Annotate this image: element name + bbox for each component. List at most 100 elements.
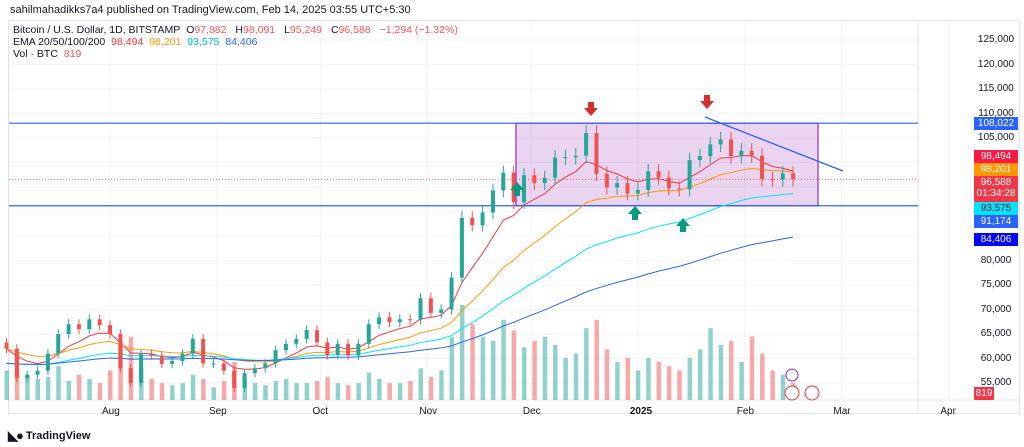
volume-bar [501,319,506,400]
volume-bar [335,383,341,400]
candle-body [697,156,702,161]
time-axis-label: 2025 [629,406,653,417]
candle-body [760,155,765,180]
volume-bar [356,383,361,400]
candle-body [480,212,485,226]
time-axis-label: Sep [208,406,227,417]
volume-bar [211,387,216,400]
volume-bar [604,349,610,400]
volume-label[interactable]: Vol · BTC [13,48,58,60]
candle-body [45,353,50,371]
ema200-price-tag: 84,406 [974,233,1018,246]
candle-body [553,157,558,178]
price-axis-label: 55,000 [980,377,1012,388]
tradingview-logo[interactable]: ◣● TradingView [8,428,90,444]
volume-bar [770,370,775,400]
candle-body [377,317,382,325]
volume-bar [201,378,206,400]
candle-body [791,173,796,180]
volume-bar [677,370,682,400]
volume-bar [170,385,175,400]
tv-logo-icon: ◣● [8,428,24,443]
range-rectangle [515,122,819,207]
candle-body [232,370,237,388]
ema-label[interactable]: EMA 20/50/100/200 [13,36,106,48]
volume-bar [97,383,103,400]
candle-body [76,324,81,330]
candle-body [325,342,330,356]
descending-trendline [704,116,844,172]
volume-bar [542,336,548,400]
up-arrow-icon [676,218,690,232]
close-label: C [330,24,339,36]
volume-bar [346,385,351,400]
volume-bar [35,378,41,400]
support-price-tag: 91,174 [974,215,1018,228]
candle-body [439,309,444,313]
volume-bar [76,374,82,400]
volume-bar [180,383,185,400]
candle-body [128,368,133,383]
candle-body [408,319,413,321]
candle-body [139,354,144,383]
volume-bar [377,378,382,400]
candle-body [397,319,402,323]
volume-bar [625,357,630,400]
volume-bar [594,319,599,400]
candle-body [708,144,713,157]
candle-body [356,343,361,356]
time-axis-label: Mar [833,406,851,417]
volume-bar [708,328,713,400]
volume-bar [263,385,268,400]
open-value: 97,882 [194,24,227,36]
volume-bar [4,370,9,400]
volume-bar [25,374,30,400]
time-axis-label: Dec [522,406,541,417]
volume-bar [584,328,589,400]
candle-body [749,150,754,156]
volume-bar [687,357,693,400]
volume-bar [315,381,320,400]
candle-body [666,177,671,189]
volume-bar [760,353,765,400]
volume-bar [283,378,289,400]
low-value: 95,249 [289,24,323,36]
candle-body [56,334,61,354]
us-flag-event-icon [804,385,820,401]
candle-body [149,354,154,356]
candle-body [211,363,216,365]
volume-bar [439,370,444,400]
candle-body [108,325,112,334]
volume-bar [718,345,724,400]
candle-body [780,173,785,180]
candle-body [335,343,340,356]
candle-body [87,319,92,330]
volume-bar [325,376,330,400]
volume-bar [459,305,465,400]
candle-body [14,348,19,379]
candle-body [283,343,288,351]
lightning-event-icon [785,368,799,382]
price-axis-label: 65,000 [980,328,1012,339]
candle-body [635,189,640,194]
volume-bar [666,366,672,400]
price-axis-label: 75,000 [980,279,1012,290]
volume-bar [56,366,61,400]
volume-bar [697,349,703,400]
volume-bar [480,336,486,400]
volume-bar [273,381,279,400]
us-flag-event-icon [784,385,800,401]
change-value: −1,294 (−1.32%) [379,24,458,36]
resistance-price-tag: 108,022 [974,117,1018,130]
volume-bar [490,340,496,400]
volume-bar [252,383,258,400]
price-axis-label: 120,000 [977,58,1015,70]
time-axis-label: Apr [940,406,956,417]
candle-body [346,343,351,356]
volume-bar [397,383,403,400]
legend-symbol[interactable]: Bitcoin / U.S. Dollar, 1D, BITSTAMP [13,24,181,36]
ema200-line [6,236,794,365]
candle-body [656,171,661,178]
candle-body [615,183,620,188]
